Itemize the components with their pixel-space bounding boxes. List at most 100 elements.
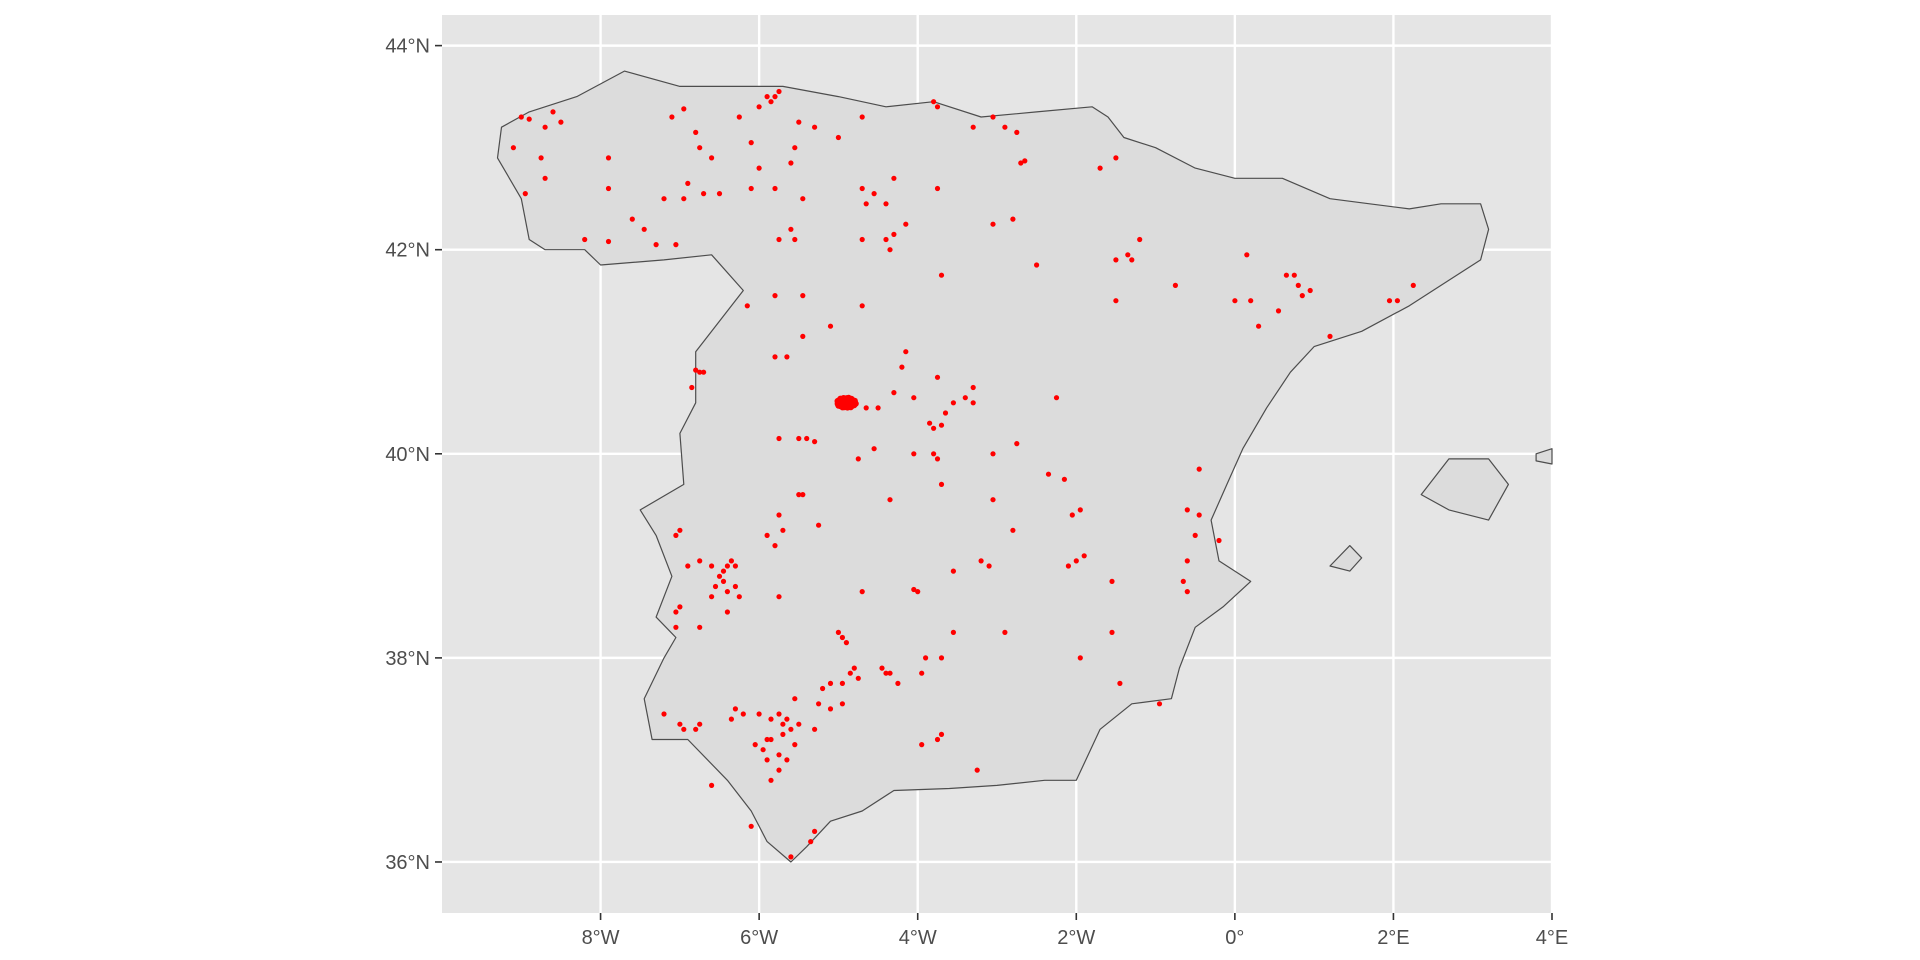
observation-point xyxy=(748,185,754,192)
observation-point xyxy=(1073,558,1079,564)
observation-point xyxy=(701,191,707,197)
observation-point xyxy=(1410,282,1416,288)
observation-point xyxy=(788,226,794,232)
observation-point xyxy=(820,685,826,692)
observation-point xyxy=(923,655,929,661)
axes: 8°W 6°W 4°W 2°W 0° 2°E 4°E 36°N 38°N 40°N 42°N 44°N xyxy=(385,36,1568,949)
observation-point xyxy=(816,522,822,528)
observation-point xyxy=(756,165,762,171)
observation-point xyxy=(764,532,770,539)
observation-point xyxy=(776,711,782,717)
observation-point xyxy=(538,155,544,161)
observation-point xyxy=(1394,298,1400,304)
observation-point xyxy=(693,726,699,732)
observation-point xyxy=(776,236,782,243)
observation-point xyxy=(1053,395,1060,401)
x-tick-label: 2°W xyxy=(1057,927,1095,949)
x-tick-label: 0° xyxy=(1225,927,1244,949)
observation-point xyxy=(740,711,746,717)
x-tick-label: 4°E xyxy=(1536,927,1568,949)
observation-point xyxy=(772,185,778,192)
observation-point xyxy=(1077,655,1083,661)
observation-point xyxy=(776,767,782,773)
observation-point xyxy=(1109,629,1115,636)
observation-point xyxy=(1002,124,1008,130)
y-tick-label: 40°N xyxy=(385,444,430,466)
observation-point xyxy=(796,119,802,125)
observation-point xyxy=(776,88,782,95)
observation-point xyxy=(847,670,853,676)
observation-point xyxy=(839,680,846,687)
observation-point xyxy=(697,369,703,375)
observation-point xyxy=(1081,553,1087,559)
observation-point xyxy=(605,155,612,161)
observation-point xyxy=(1291,272,1297,278)
observation-point xyxy=(911,451,917,457)
observation-point xyxy=(812,124,818,130)
observation-point xyxy=(827,680,834,687)
observation-point xyxy=(542,175,548,181)
observation-point xyxy=(752,742,758,748)
observation-point xyxy=(701,369,707,375)
observation-point xyxy=(859,589,865,595)
observation-point xyxy=(1109,578,1115,585)
observation-point xyxy=(697,624,703,630)
observation-point xyxy=(1172,282,1178,288)
observation-point xyxy=(768,777,774,783)
observation-point xyxy=(550,109,556,115)
observation-point xyxy=(629,216,635,222)
observation-point xyxy=(716,573,723,579)
observation-point xyxy=(728,558,735,564)
observation-point xyxy=(934,185,941,192)
observation-point xyxy=(788,854,794,860)
observation-point xyxy=(911,586,917,593)
observation-point xyxy=(1180,578,1186,585)
observation-point xyxy=(855,456,861,462)
observation-point xyxy=(891,390,897,396)
observation-point xyxy=(1386,298,1393,304)
observation-point xyxy=(970,400,976,406)
observation-point xyxy=(709,594,715,600)
observation-point xyxy=(931,425,937,431)
cluster-point xyxy=(845,394,852,402)
observation-point xyxy=(1275,308,1282,314)
observation-point xyxy=(518,114,524,120)
observation-point xyxy=(764,736,770,743)
observation-point xyxy=(863,405,869,411)
observation-point xyxy=(748,140,754,146)
observation-point xyxy=(677,721,683,727)
observation-point xyxy=(1192,532,1198,539)
observation-point xyxy=(673,532,679,539)
observation-point xyxy=(899,364,905,370)
observation-point xyxy=(732,583,739,590)
observation-point xyxy=(772,354,778,360)
observation-point xyxy=(931,451,937,457)
observation-point xyxy=(1014,441,1020,447)
observation-point xyxy=(776,435,782,442)
observation-point xyxy=(950,568,957,574)
observation-point xyxy=(1184,589,1190,595)
observation-point xyxy=(883,236,889,243)
observation-point xyxy=(990,451,996,457)
observation-point xyxy=(970,384,976,391)
observation-point xyxy=(681,106,687,112)
observation-point xyxy=(875,405,881,411)
observation-point xyxy=(776,512,782,518)
observation-point xyxy=(784,757,790,763)
cluster-point xyxy=(835,402,842,409)
observation-point xyxy=(1018,160,1024,166)
observation-point xyxy=(934,736,941,743)
observation-point xyxy=(1232,298,1238,304)
observation-point xyxy=(792,236,798,243)
observation-point xyxy=(938,731,945,738)
observation-point xyxy=(685,563,691,569)
x-tick-label: 6°W xyxy=(740,927,778,949)
observation-point xyxy=(764,94,770,100)
observation-point xyxy=(919,670,925,676)
observation-point xyxy=(542,124,548,130)
observation-point xyxy=(796,721,802,727)
observation-point xyxy=(693,367,699,373)
observation-point xyxy=(859,236,865,243)
y-tick-label: 36°N xyxy=(385,852,430,874)
observation-point xyxy=(1022,158,1028,164)
